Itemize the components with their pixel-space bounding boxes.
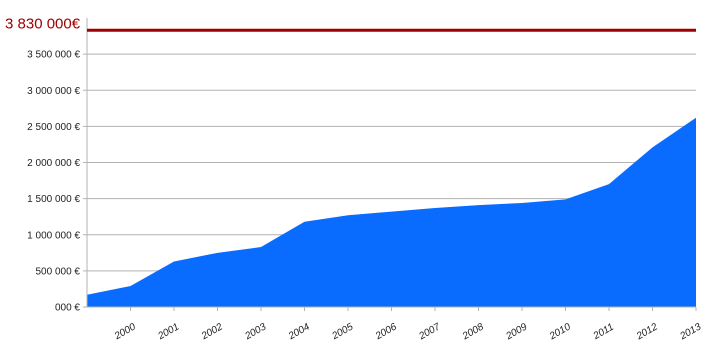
y-tick-label: 500 000 €	[36, 266, 81, 277]
x-axis-ticks: 2000 2001 2002 2003 2004 2005 2006 2007 2008 2009…	[112, 307, 704, 343]
x-tick-label: 2002	[199, 321, 225, 342]
y-tick-label: 000 €	[55, 303, 80, 314]
y-tick-label: 2 500 000 €	[27, 122, 80, 133]
x-tick-label: 2013	[677, 321, 703, 342]
x-tick-label: 2007	[416, 321, 442, 342]
x-tick-label: 2004	[286, 321, 312, 342]
x-tick-label: 2001	[155, 322, 181, 343]
y-tick-label: 2 000 000 €	[27, 158, 80, 169]
x-tick-label: 2003	[242, 321, 268, 342]
x-tick-label: 2012	[634, 321, 660, 342]
x-tick-label: 2000	[112, 321, 138, 342]
x-tick-label: 2009	[503, 321, 529, 342]
area-series	[87, 117, 696, 307]
y-tick-label: 3 000 000 €	[27, 86, 80, 97]
y-axis-ticks: 000 € 500 000 € 1 000 000 € 1 500 000 € 2 00…	[27, 50, 87, 314]
x-tick-label: 2006	[373, 321, 399, 342]
x-tick-label: 2010	[547, 321, 573, 342]
y-tick-label: 1 000 000 €	[27, 230, 80, 241]
reference-line-label: 3 830 000€	[5, 15, 81, 32]
y-tick-label: 1 500 000 €	[27, 194, 80, 205]
x-tick-label: 2011	[591, 322, 616, 343]
x-tick-label: 2008	[460, 321, 486, 342]
y-tick-label: 3 500 000 €	[27, 50, 80, 61]
x-tick-label: 2005	[329, 321, 355, 342]
